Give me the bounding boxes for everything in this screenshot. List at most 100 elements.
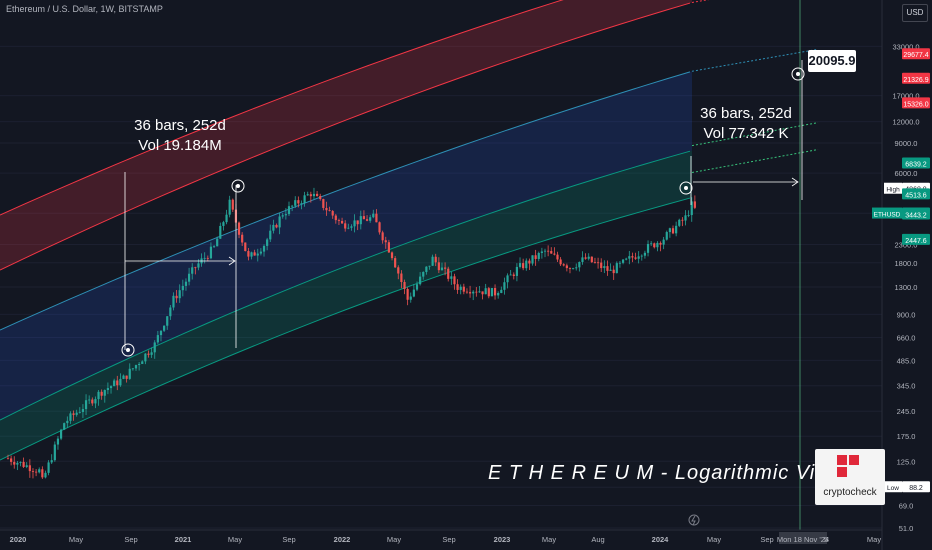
candle-body — [665, 232, 668, 240]
candle-body — [497, 292, 500, 296]
right-vol-text: Vol 77.342 K — [703, 125, 789, 142]
candle-body — [237, 222, 241, 235]
candle-body — [356, 220, 359, 225]
candle-body — [584, 257, 587, 259]
candle-body — [450, 276, 453, 279]
band-line — [0, 197, 691, 461]
candle-body — [553, 253, 556, 255]
price-axis-bg — [882, 0, 932, 550]
x-tick-label: May — [69, 535, 83, 544]
band-line — [0, 2, 691, 271]
price-label-bg — [902, 72, 930, 84]
candle-body — [38, 469, 41, 473]
candle-body — [312, 193, 316, 197]
candle-body — [131, 368, 134, 370]
candle-body — [543, 250, 547, 252]
y-tick-label: 900.0 — [897, 310, 916, 319]
candle-body — [241, 234, 244, 243]
price-label-bg — [902, 188, 930, 200]
x-tick-label: May — [867, 535, 881, 544]
price-label-bg — [902, 97, 930, 109]
grid-lines — [0, 45, 882, 529]
band-extension — [691, 122, 819, 147]
candle-body — [6, 458, 10, 460]
lightning-icon — [688, 514, 700, 526]
candle-body — [537, 252, 540, 259]
candle-body — [531, 255, 534, 264]
price-label-bg — [902, 157, 930, 169]
candle-body — [31, 471, 35, 472]
candle-body — [106, 388, 110, 391]
candle-body — [506, 275, 509, 283]
price-label: 29677.4 — [902, 48, 930, 60]
candle-body — [637, 256, 640, 259]
y-tick-label: 9000.0 — [895, 139, 918, 148]
candle-body — [359, 216, 362, 225]
candle-body — [596, 262, 600, 264]
candle-body — [675, 225, 678, 234]
price-label: 88.2 Low — [884, 481, 930, 493]
candle-body — [443, 267, 447, 269]
candle-body — [593, 262, 597, 263]
candle-body — [440, 267, 444, 271]
candle-body — [447, 268, 450, 279]
candle-body — [88, 399, 91, 401]
y-tick-label: 1300.0 — [895, 283, 918, 292]
price-label-text: 6839.2 — [905, 161, 927, 168]
candle-body — [587, 256, 590, 259]
currency-button[interactable]: USD — [902, 4, 928, 22]
marker-circle-icon — [679, 181, 693, 195]
candle-body — [203, 257, 206, 259]
candle-body — [306, 194, 309, 196]
candle-body — [119, 378, 122, 386]
y-tick-label: 51.0 — [899, 524, 914, 533]
candle-body — [369, 217, 372, 221]
candle-body — [634, 257, 637, 259]
candle-body — [437, 262, 440, 271]
right-bars-text: 36 bars, 252d — [700, 105, 792, 122]
lower-band — [0, 150, 692, 461]
marker-dot-icon — [796, 72, 800, 76]
price-label-bg — [902, 481, 930, 493]
candle-body — [116, 380, 119, 386]
price-label: 4513.6 — [902, 188, 930, 200]
candle-body — [266, 239, 269, 246]
candle-body — [621, 259, 625, 263]
candle-body — [178, 290, 181, 299]
middle-band — [0, 71, 692, 421]
price-tag-bg — [872, 207, 902, 219]
y-tick-label: 660.0 — [897, 333, 916, 342]
candle-body — [462, 286, 465, 292]
candle-body — [10, 458, 13, 462]
arrowhead-icon — [228, 256, 236, 266]
cursor-date-bg — [779, 532, 827, 544]
candle-body — [690, 201, 693, 216]
candle-body — [309, 194, 312, 197]
candle-body — [606, 266, 609, 271]
candle-body — [222, 222, 225, 226]
candle-body — [225, 214, 228, 223]
candle-body — [156, 335, 159, 343]
marker-dot-icon — [684, 186, 688, 190]
candle-body — [19, 461, 22, 463]
candle-body — [465, 291, 469, 293]
price-label: 6839.2 — [902, 157, 930, 169]
candle-body — [197, 263, 200, 268]
candle-body — [181, 285, 184, 291]
y-tick-label: 33000.0 — [892, 42, 919, 51]
candle-body — [515, 266, 519, 276]
candle-body — [671, 228, 675, 234]
marker-dot-icon — [126, 348, 130, 352]
candle-body — [163, 325, 166, 331]
candle-body — [650, 243, 653, 245]
time-axis: 2020 May Sep 2021 May Sep 2022 May Sep 2023 May Aug… — [0, 514, 882, 544]
candle-body — [75, 412, 78, 415]
price-label-text: 15326.0 — [903, 101, 928, 108]
candle-body — [97, 391, 100, 400]
candle-body — [291, 205, 294, 207]
candle-body — [493, 288, 497, 296]
y-tick-label: 69.0 — [899, 502, 914, 511]
candle-body — [187, 273, 191, 282]
candle-body — [322, 199, 325, 208]
